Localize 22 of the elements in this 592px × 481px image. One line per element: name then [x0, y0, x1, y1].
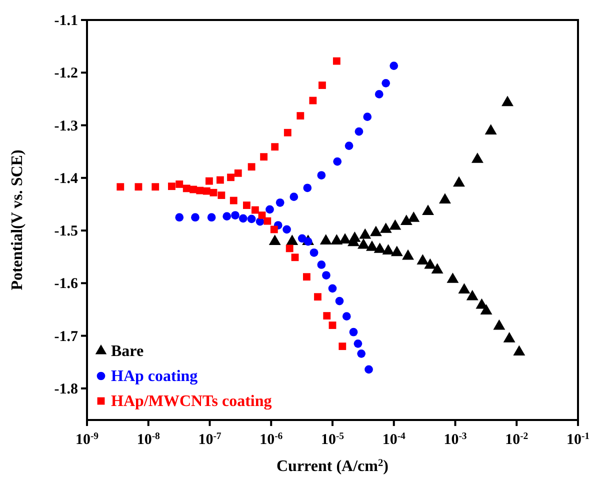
- legend-label: HAp/MWCNTs coating: [111, 393, 272, 410]
- y-axis-title: Potential(V vs. SCE): [9, 150, 26, 290]
- x-tick-label: 10$^{-3}$: [444, 430, 467, 448]
- x-tick-label: 10$^{-9}$: [75, 430, 99, 448]
- x-tick-label: 10$^{-1}$: [566, 430, 590, 448]
- y-tick-label: -1.2: [54, 66, 78, 82]
- x-tick-label: 10$^{-4}$: [382, 430, 406, 448]
- y-tick-label: -1.7: [54, 328, 78, 345]
- legend-label: HAp coating: [111, 368, 198, 385]
- y-tick-label: -1.1: [54, 13, 78, 29]
- x-tick-label: 10$^{-7}$: [198, 430, 222, 448]
- y-tick-label: -1.3: [54, 118, 78, 134]
- x-axis-title: Current (A/cm$^{2}$): [276, 458, 388, 475]
- legend-label: Bare: [111, 343, 144, 360]
- y-tick-label: -1.6: [54, 276, 78, 292]
- y-tick-label: -1.8: [54, 381, 78, 398]
- x-tick-label: 10$^{-8}$: [136, 430, 160, 448]
- x-tick-label: 10$^{-6}$: [260, 430, 283, 448]
- y-tick-label: -1.5: [54, 224, 78, 240]
- x-tick-label: 10$^{-5}$: [320, 430, 344, 448]
- x-tick-label: 10$^{-2}$: [505, 430, 528, 448]
- y-tick-label: -1.4: [54, 170, 78, 187]
